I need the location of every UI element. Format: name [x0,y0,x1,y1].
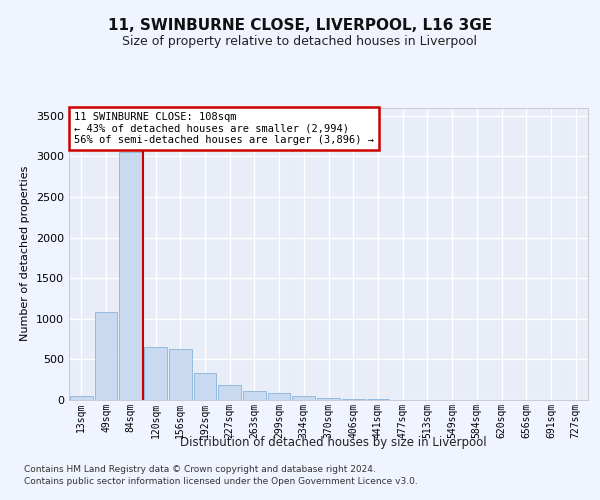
Text: 11 SWINBURNE CLOSE: 108sqm
← 43% of detached houses are smaller (2,994)
56% of s: 11 SWINBURNE CLOSE: 108sqm ← 43% of deta… [74,112,374,145]
Bar [194,373,216,400]
Text: 11, SWINBURNE CLOSE, LIVERPOOL, L16 3GE: 11, SWINBURNE CLOSE, LIVERPOOL, L16 3GE [108,18,492,32]
Bar [119,152,142,400]
Text: Distribution of detached houses by size in Liverpool: Distribution of detached houses by size … [179,436,487,449]
Bar [317,398,340,400]
Bar [95,312,118,400]
Bar [144,347,167,400]
Y-axis label: Number of detached properties: Number of detached properties [20,166,31,342]
Bar [218,384,241,400]
Text: Contains HM Land Registry data © Crown copyright and database right 2024.: Contains HM Land Registry data © Crown c… [24,465,376,474]
Text: Size of property relative to detached houses in Liverpool: Size of property relative to detached ho… [122,35,478,48]
Bar [169,349,191,400]
Bar [243,391,266,400]
Bar [342,399,365,400]
Bar [268,392,290,400]
Text: Contains public sector information licensed under the Open Government Licence v3: Contains public sector information licen… [24,477,418,486]
Bar [70,396,93,400]
Bar [292,396,315,400]
